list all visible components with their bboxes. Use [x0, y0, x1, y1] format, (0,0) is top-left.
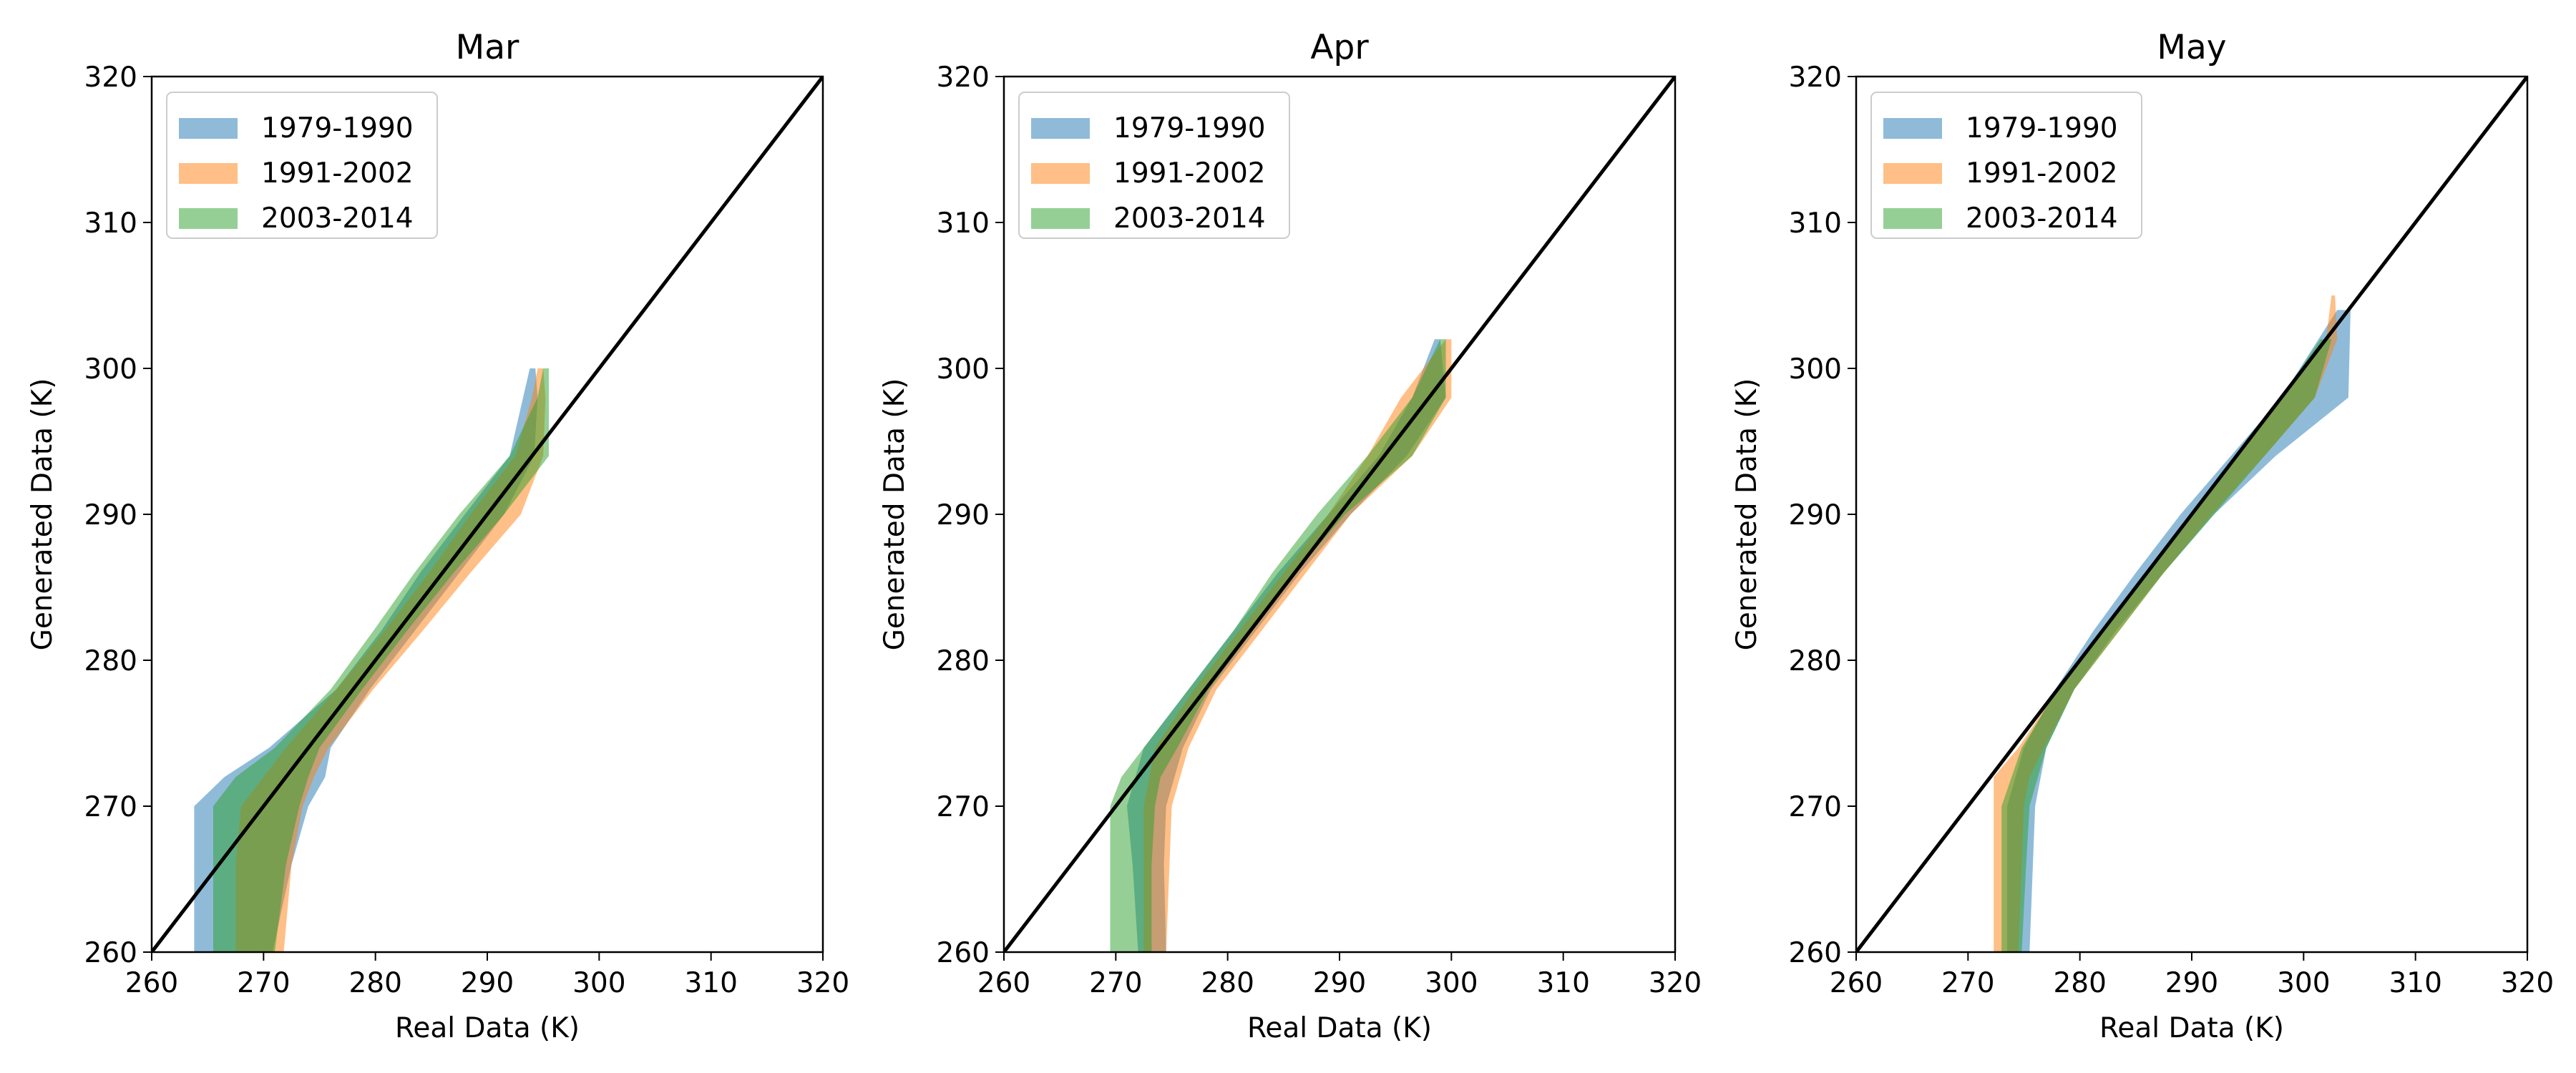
band-2003-2014	[1110, 339, 1446, 952]
plot-area	[1856, 77, 2527, 952]
legend-entry: 2003-2014	[1113, 202, 1266, 235]
y-tick-label: 280	[937, 645, 990, 677]
plot-area	[152, 77, 823, 952]
band-2003-2014	[213, 368, 549, 952]
x-tick-label: 310	[2389, 967, 2441, 999]
x-tick-label: 300	[2277, 967, 2330, 999]
x-tick-label: 300	[572, 967, 625, 999]
legend-swatch	[1883, 118, 1942, 139]
x-tick-label: 280	[348, 967, 401, 999]
x-tick-label: 310	[684, 967, 737, 999]
x-tick-label: 290	[1313, 967, 1366, 999]
y-tick-label: 300	[84, 353, 137, 386]
y-tick-label: 270	[937, 791, 990, 823]
y-tick-label: 310	[84, 207, 137, 240]
x-tick-label: 320	[1649, 967, 1702, 999]
y-tick-label: 280	[1789, 645, 1842, 677]
y-tick-label: 310	[937, 207, 990, 240]
panel-apr: 260 270 280 290 300 310 320 260 270 280 290 300 310 3…	[879, 28, 1702, 1044]
x-tick-label: 290	[461, 967, 514, 999]
legend-entry: 1991-2002	[261, 157, 414, 190]
legend-entry: 2003-2014	[261, 202, 414, 235]
x-tick-label: 300	[1425, 967, 1478, 999]
x-tick-label: 260	[125, 967, 178, 999]
legend-entry: 1979-1990	[1966, 112, 2118, 144]
y-tick-label: 300	[1789, 353, 1842, 386]
legend-swatch	[1883, 163, 1942, 184]
x-tick-label: 280	[2053, 967, 2106, 999]
y-tick-label: 290	[84, 499, 137, 531]
y-tick-label: 320	[1789, 62, 1842, 94]
y-tick-label: 290	[1789, 499, 1842, 531]
reference-line	[1004, 77, 1675, 952]
x-tick-label: 320	[2501, 967, 2554, 999]
legend-swatch	[1883, 208, 1942, 229]
reference-line	[1856, 77, 2527, 952]
y-tick-label: 320	[84, 62, 137, 94]
x-tick-label: 280	[1201, 967, 1254, 999]
x-axis-label: Real Data (K)	[2099, 1012, 2284, 1044]
legend-swatch	[1031, 163, 1090, 184]
plot-area	[1004, 77, 1675, 952]
y-tick-label: 320	[937, 62, 990, 94]
y-tick-label: 280	[84, 645, 137, 677]
panel-may: 260 270 280 290 300 310 320 260 270 280 290 300 310 3…	[1731, 28, 2554, 1044]
panel-title: Mar	[456, 28, 519, 67]
y-tick-label: 260	[84, 937, 137, 969]
legend: 1979-1990 1991-2002 2003-2014	[166, 92, 438, 239]
x-tick-label: 320	[796, 967, 849, 999]
legend-entry: 2003-2014	[1966, 202, 2118, 235]
y-tick-label: 270	[84, 791, 137, 823]
x-tick-label: 290	[2165, 967, 2218, 999]
legend-swatch	[1031, 118, 1090, 139]
x-tick-label: 310	[1536, 967, 1589, 999]
y-tick-label: 290	[937, 499, 990, 531]
y-tick-label: 310	[1789, 207, 1842, 240]
reference-line	[152, 77, 823, 952]
band-1991-2002	[235, 368, 546, 952]
legend-entry: 1979-1990	[261, 112, 414, 144]
band-2003-2014	[2001, 339, 2332, 952]
y-axis-label: Generated Data (K)	[26, 378, 59, 651]
x-tick-label: 260	[977, 967, 1030, 999]
panel-title: Apr	[1310, 28, 1369, 67]
x-tick-label: 270	[1941, 967, 1994, 999]
legend-swatch	[179, 208, 238, 229]
legend-swatch	[179, 163, 238, 184]
panel-title: May	[2157, 28, 2226, 67]
x-tick-label: 260	[1830, 967, 1883, 999]
y-tick-label: 260	[937, 937, 990, 969]
y-axis-label: Generated Data (K)	[879, 378, 911, 651]
legend: 1979-1990 1991-2002 2003-2014	[1870, 92, 2142, 239]
legend-entry: 1991-2002	[1966, 157, 2118, 190]
y-tick-label: 300	[937, 353, 990, 386]
legend-swatch	[1031, 208, 1090, 229]
legend-entry: 1979-1990	[1113, 112, 1266, 144]
legend: 1979-1990 1991-2002 2003-2014	[1018, 92, 1290, 239]
y-tick-label: 270	[1789, 791, 1842, 823]
x-axis-label: Real Data (K)	[395, 1012, 580, 1044]
x-tick-label: 270	[1089, 967, 1142, 999]
legend-swatch	[179, 118, 238, 139]
y-axis-label: Generated Data (K)	[1731, 378, 1763, 651]
legend-entry: 1991-2002	[1113, 157, 1266, 190]
x-axis-label: Real Data (K)	[1247, 1012, 1432, 1044]
panel-mar: 260 270 280 290 300 310 320 260 270 280 290 300 310 3…	[26, 28, 849, 1044]
x-tick-label: 270	[237, 967, 290, 999]
y-tick-label: 260	[1789, 937, 1842, 969]
